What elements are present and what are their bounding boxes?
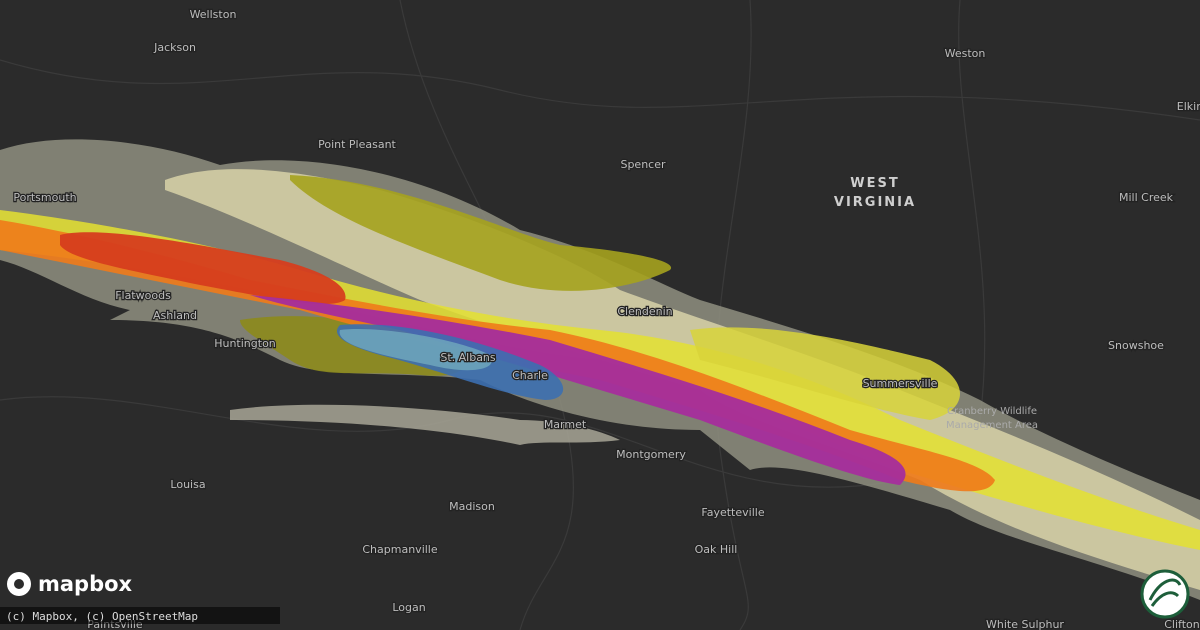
place-label: Summersville [863,377,938,390]
place-label: Fayetteville [701,506,764,519]
place-label: Portsmouth [13,191,76,204]
place-label: Clifton [1164,618,1200,630]
place-label: Jackson [153,41,196,54]
mapbox-logo[interactable]: mapbox [7,572,133,596]
place-label: Wellston [190,8,237,21]
place-label: White Sulphur [986,618,1064,630]
place-labels: Wellston Jackson Weston Elkin Point Plea… [12,7,1200,630]
place-label: Huntington [214,337,276,350]
badge-mark [1148,578,1182,607]
place-label: Clendenin [617,305,672,318]
place-label: Spencer [620,158,666,171]
area-label: Management Area [946,420,1038,431]
place-label: Ashland [153,309,197,322]
place-label: Montgomery [616,448,686,461]
hail-swaths [0,139,1200,601]
place-label: Marmet [544,418,587,431]
place-label: St. Albans [440,351,496,364]
place-label: Madison [449,500,495,513]
swath-lightblue [339,329,492,371]
place-label: Snowshoe [1108,339,1164,352]
place-label: Elkin [1177,100,1200,113]
attribution-bg [0,607,280,624]
place-label: Chapmanville [362,543,437,556]
place-label: Weston [945,47,986,60]
swath-magenta [250,295,906,485]
swath-olive [290,175,672,291]
place-label: Charle [512,369,548,382]
place-label: Louisa [170,478,205,491]
place-label: Flatwoods [115,289,171,302]
place-label: Oak Hill [695,543,738,556]
logo-text: mapbox [38,572,133,596]
place-label: Mill Creek [1119,191,1174,204]
logo-icon-inner [14,579,24,589]
swath-gray-lower [230,404,620,445]
place-label: Logan [392,601,425,614]
corner-badge [1140,569,1190,619]
area-label: Cranberry Wildlife [947,406,1037,417]
region-label: WEST [850,176,899,191]
place-label: Point Pleasant [318,138,396,151]
swath-red [60,232,346,305]
attribution[interactable]: (c) Mapbox, (c) OpenStreetMap [6,610,198,623]
swath-yellow-east [690,327,960,420]
region-label: VIRGINIA [834,195,916,210]
